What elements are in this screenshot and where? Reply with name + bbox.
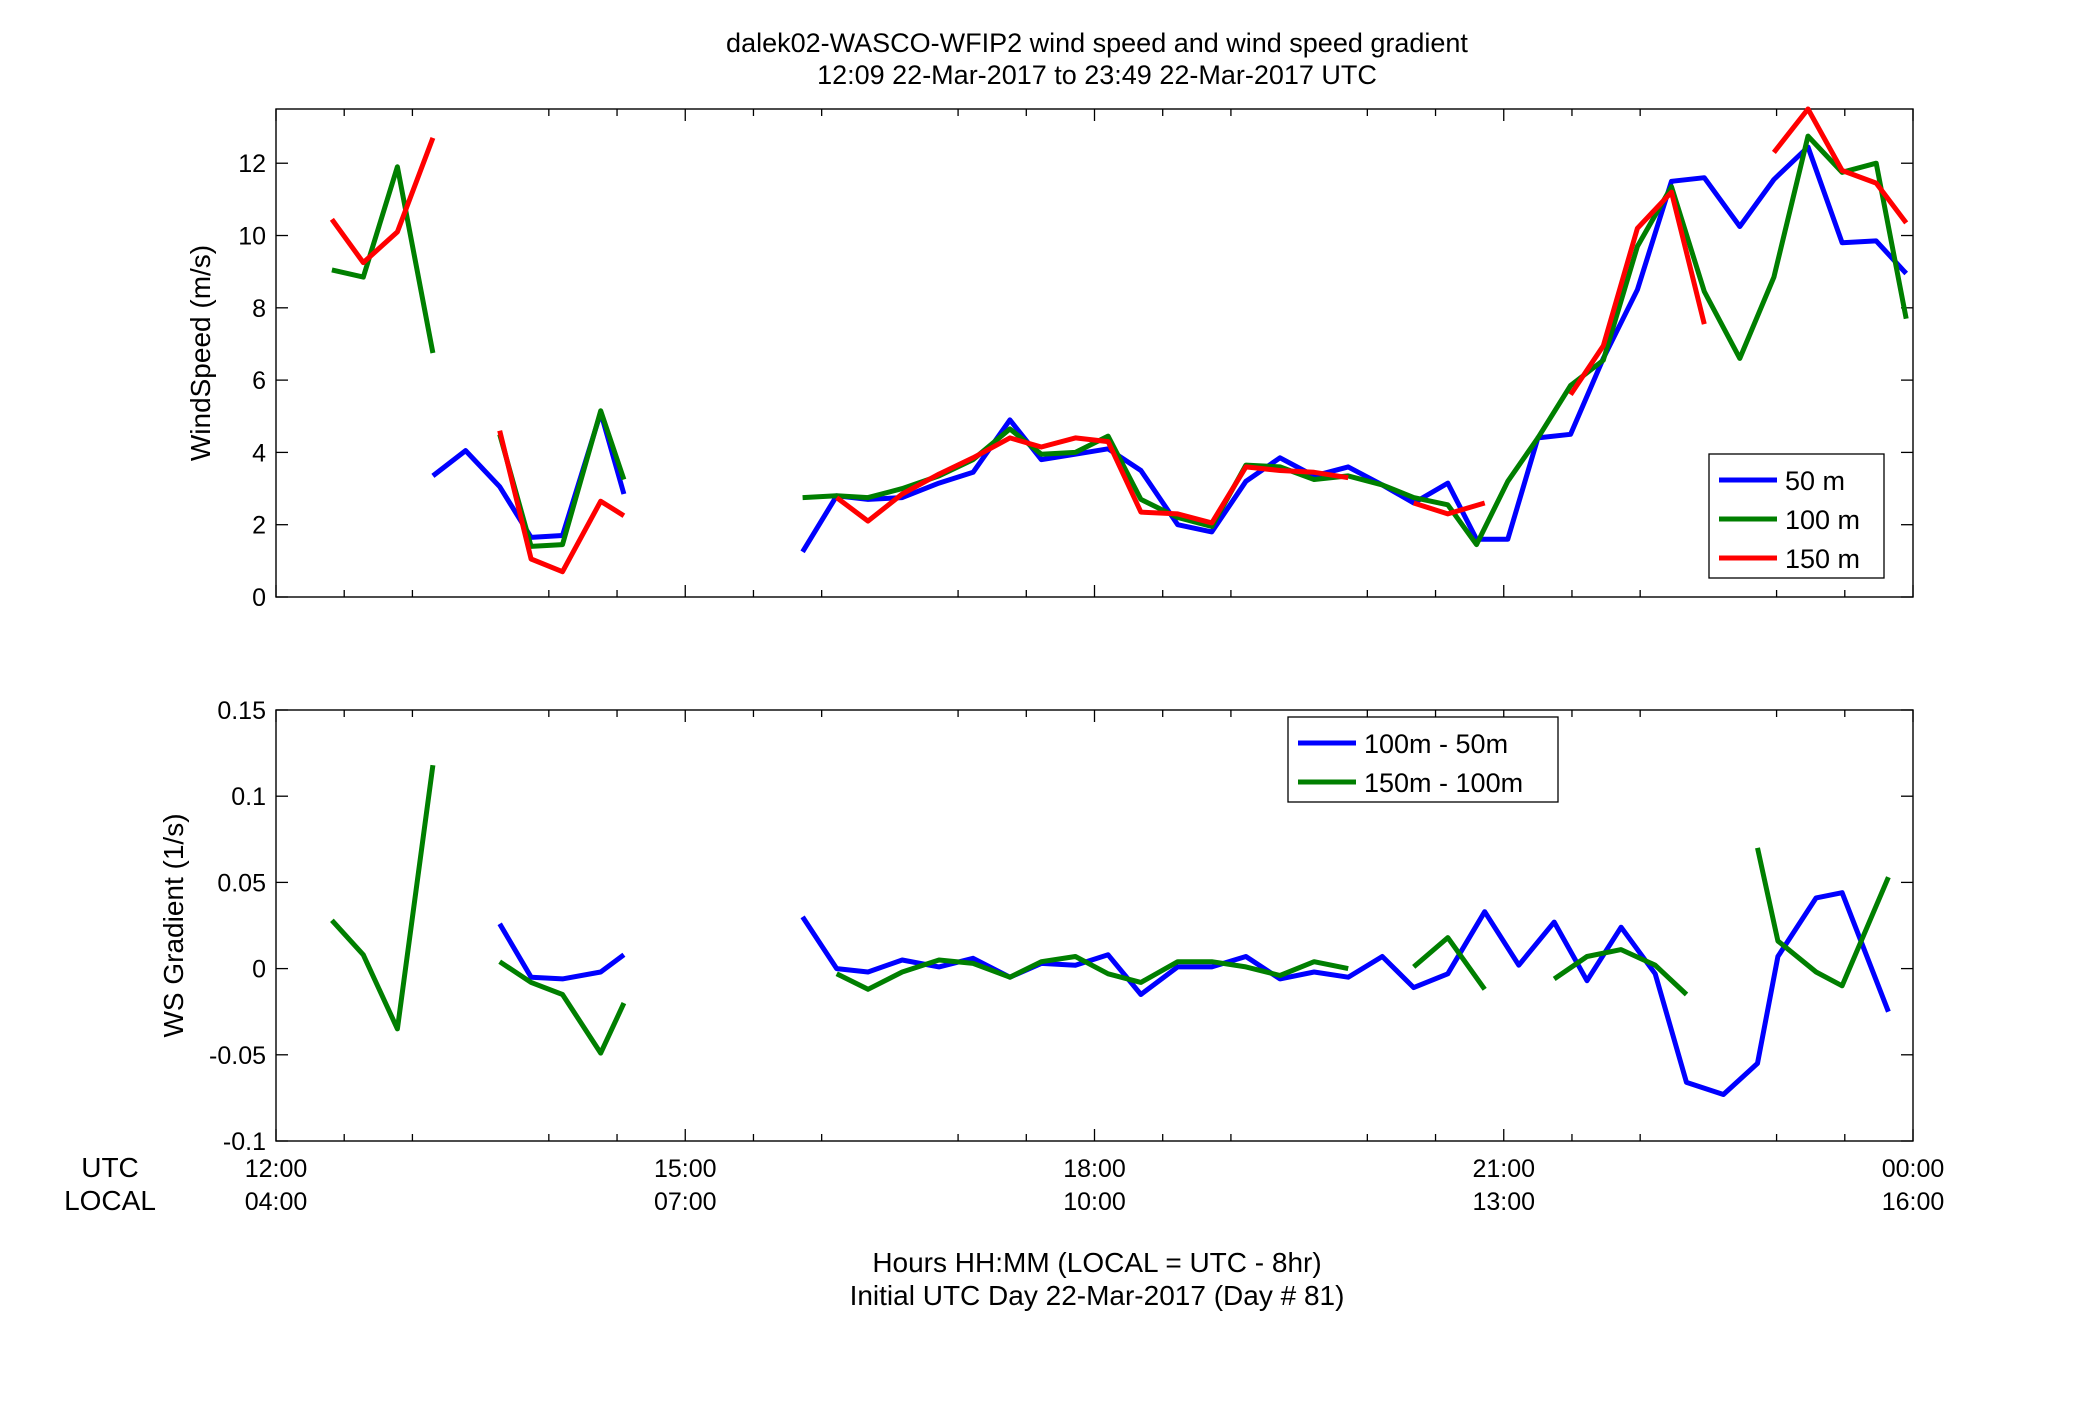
figure-title-line1: dalek02-WASCO-WFIP2 wind speed and wind … [726,28,1468,58]
series-line-150m-100m [330,764,436,1032]
figure-title-line2: 12:09 22-Mar-2017 to 23:49 22-Mar-2017 U… [817,60,1377,90]
windspeed-panel: 0 2 4 6 8 10 12 WindSpeed (m/s) 50 m 100 m 150 m [185,106,1914,612]
utc-tick-label: 18:00 [1063,1155,1126,1183]
local-tick-label: 16:00 [1882,1188,1945,1216]
series-line-150m-100m [1552,947,1689,997]
series-line-150-m [329,137,436,266]
series-line-150-m [497,430,626,575]
utc-tick-label: 15:00 [654,1155,717,1183]
y-tick-label: 6 [252,367,266,395]
utc-tick-label: 12:00 [245,1155,308,1183]
legend-entry: 150m - 100m [1364,768,1523,798]
y-tick-label: 8 [252,295,266,323]
legend-box [1287,716,1559,803]
y-tick-label: 10 [238,223,266,251]
y-tick-label: -0.1 [223,1128,266,1156]
utc-row-label: UTC [81,1152,139,1183]
y-tick-label: 4 [252,439,266,467]
x-axis-label-line2: Initial UTC Day 22-Mar-2017 (Day # 81) [850,1280,1345,1311]
local-row-label: LOCAL [64,1185,156,1216]
series-line-150-m [1412,500,1486,517]
axes-frame [275,709,1914,1142]
y-tick-label: 0 [252,956,266,984]
y-tick-label: 0.15 [217,697,266,725]
series-line-100m-50m [497,922,626,982]
series-line-150-m [1771,106,1909,225]
y-tick-label: 0.05 [217,869,266,897]
series-line-150m-100m [835,954,1349,992]
gradient-panel: -0.1 -0.05 0 0.05 0.1 0.15 WS Gradient (1/s) 10… [158,697,1914,1156]
utc-tick-label: 00:00 [1882,1155,1945,1183]
utc-tick-label: 21:00 [1472,1155,1535,1183]
legend: 100m - 50m 150m - 100m [1287,716,1559,803]
y-tick-label: 12 [238,150,266,178]
series-line-100-m [802,133,1909,548]
series-line-150-m [1568,189,1707,396]
y-axis-label: WS Gradient (1/s) [158,813,189,1037]
time-tick-labels: 12:00 15:00 18:00 21:00 00:00 04:00 07:00 10:00… [245,1155,1945,1216]
series-line-100-m [331,164,436,354]
local-tick-label: 10:00 [1063,1188,1126,1216]
y-tick-label: 0 [252,584,266,612]
series-line-150m-100m [498,959,627,1056]
y-tick-label: 0.1 [231,783,266,811]
y-axis-label: WindSpeed (m/s) [185,245,216,461]
local-tick-label: 13:00 [1472,1188,1535,1216]
series-line-150-m [835,435,1349,526]
local-tick-label: 07:00 [654,1188,717,1216]
y-tick-label: 2 [252,512,266,540]
x-axis-label-line1: Hours HH:MM (LOCAL = UTC - 8hr) [872,1247,1321,1278]
legend: 50 m 100 m 150 m [1708,453,1885,579]
legend-entry: 50 m [1785,466,1845,496]
y-tick-label: -0.05 [209,1042,266,1070]
legend-entry: 150 m [1785,544,1860,574]
legend-entry: 100 m [1785,505,1860,535]
series-line-100-m [497,408,627,549]
series-line-150m-100m [1412,935,1487,991]
series-line-100m-50m [800,890,1891,1097]
local-tick-label: 04:00 [245,1188,308,1216]
series-line-150m-100m [1755,847,1891,989]
legend-entry: 100m - 50m [1364,729,1508,759]
